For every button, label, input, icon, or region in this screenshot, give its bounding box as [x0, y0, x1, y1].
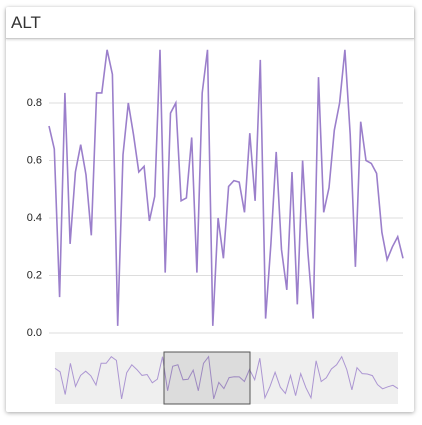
y-tick-label: 0.0	[27, 327, 42, 339]
chart-title: ALT	[6, 7, 414, 39]
data-line	[48, 49, 404, 326]
y-tick-label: 0.4	[27, 212, 42, 224]
navigator[interactable]	[55, 352, 398, 404]
navigator-window[interactable]	[163, 351, 251, 405]
y-tick-label: 0.8	[27, 97, 42, 109]
y-tick-label: 0.6	[27, 154, 42, 166]
y-tick-label: 0.2	[27, 269, 42, 281]
navigator-line	[54, 355, 399, 400]
